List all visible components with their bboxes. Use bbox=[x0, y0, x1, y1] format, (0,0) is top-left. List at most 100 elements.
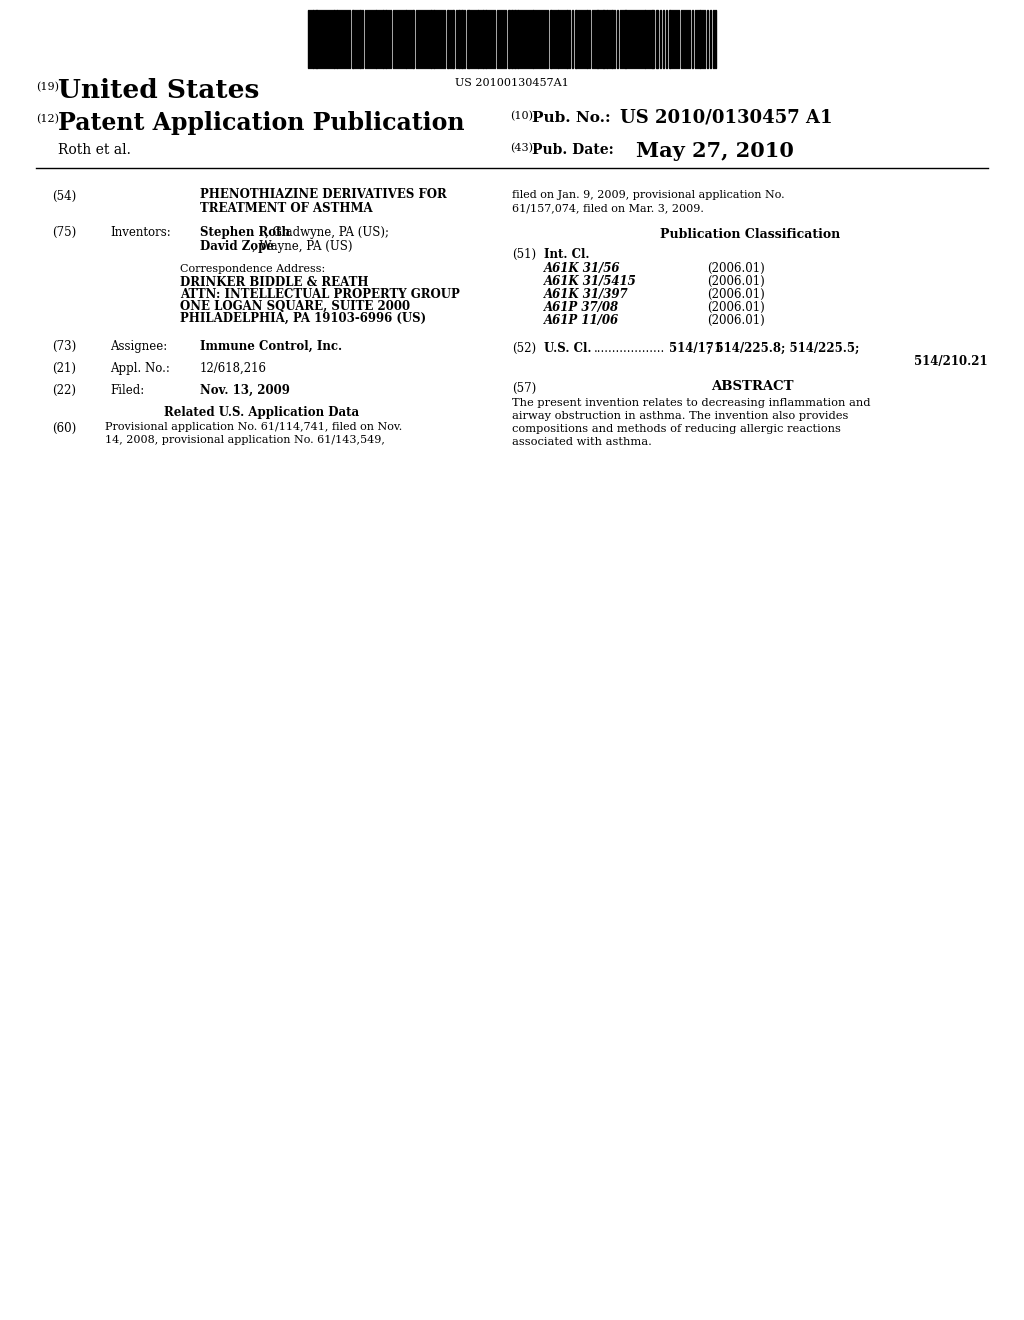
Text: 14, 2008, provisional application No. 61/143,549,: 14, 2008, provisional application No. 61… bbox=[105, 436, 385, 445]
Bar bbox=[566, 11, 568, 69]
Text: 514/210.21: 514/210.21 bbox=[914, 355, 988, 368]
Bar bbox=[482, 11, 484, 69]
Text: Pub. Date:: Pub. Date: bbox=[532, 143, 613, 157]
Text: TREATMENT OF ASTHMA: TREATMENT OF ASTHMA bbox=[200, 202, 373, 215]
Text: Immune Control, Inc.: Immune Control, Inc. bbox=[200, 341, 342, 352]
Bar bbox=[699, 11, 701, 69]
Bar bbox=[352, 11, 354, 69]
Text: ONE LOGAN SQUARE, SUITE 2000: ONE LOGAN SQUARE, SUITE 2000 bbox=[180, 300, 411, 313]
Text: (10): (10) bbox=[510, 111, 534, 121]
Text: Filed:: Filed: bbox=[110, 384, 144, 397]
Text: airway obstruction in asthma. The invention also provides: airway obstruction in asthma. The invent… bbox=[512, 411, 848, 421]
Bar bbox=[508, 11, 510, 69]
Bar bbox=[575, 11, 577, 69]
Bar bbox=[606, 11, 608, 69]
Bar bbox=[644, 11, 646, 69]
Text: PHENOTHIAZINE DERIVATIVES FOR: PHENOTHIAZINE DERIVATIVES FOR bbox=[200, 187, 446, 201]
Text: A61K 31/5415: A61K 31/5415 bbox=[544, 275, 637, 288]
Text: ; 514/225.8; 514/225.5;: ; 514/225.8; 514/225.5; bbox=[707, 342, 859, 355]
Text: (2006.01): (2006.01) bbox=[707, 288, 765, 301]
Text: (12): (12) bbox=[36, 114, 59, 124]
Bar bbox=[382, 11, 384, 69]
Text: ABSTRACT: ABSTRACT bbox=[711, 380, 794, 393]
Text: (2006.01): (2006.01) bbox=[707, 314, 765, 327]
Text: (21): (21) bbox=[52, 362, 76, 375]
Bar bbox=[669, 11, 671, 69]
Bar bbox=[375, 11, 377, 69]
Bar bbox=[447, 11, 449, 69]
Bar bbox=[315, 11, 318, 69]
Bar bbox=[458, 11, 460, 69]
Text: Pub. No.:: Pub. No.: bbox=[532, 111, 610, 125]
Text: Patent Application Publication: Patent Application Publication bbox=[58, 111, 465, 135]
Bar bbox=[511, 11, 513, 69]
Bar bbox=[312, 11, 314, 69]
Text: ATTN: INTELLECTUAL PROPERTY GROUP: ATTN: INTELLECTUAL PROPERTY GROUP bbox=[180, 288, 460, 301]
Bar bbox=[514, 11, 516, 69]
Text: (2006.01): (2006.01) bbox=[707, 261, 765, 275]
Text: 12/618,216: 12/618,216 bbox=[200, 362, 267, 375]
Bar bbox=[656, 11, 658, 69]
Text: (43): (43) bbox=[510, 143, 534, 153]
Bar bbox=[467, 11, 470, 69]
Text: (51): (51) bbox=[512, 248, 537, 261]
Bar bbox=[412, 11, 414, 69]
Text: ...................: ................... bbox=[594, 342, 666, 355]
Bar bbox=[532, 11, 534, 69]
Text: (54): (54) bbox=[52, 190, 76, 203]
Bar bbox=[430, 11, 432, 69]
Text: DRINKER BIDDLE & REATH: DRINKER BIDDLE & REATH bbox=[180, 276, 369, 289]
Text: US 2010/0130457 A1: US 2010/0130457 A1 bbox=[620, 110, 833, 127]
Text: (52): (52) bbox=[512, 342, 537, 355]
Text: (60): (60) bbox=[52, 422, 76, 436]
Text: associated with asthma.: associated with asthma. bbox=[512, 437, 652, 447]
Bar bbox=[596, 11, 599, 69]
Text: Provisional application No. 61/114,741, filed on Nov.: Provisional application No. 61/114,741, … bbox=[105, 422, 402, 432]
Text: (19): (19) bbox=[36, 82, 59, 92]
Text: PHILADELPHIA, PA 19103-6996 (US): PHILADELPHIA, PA 19103-6996 (US) bbox=[180, 312, 426, 325]
Text: (57): (57) bbox=[512, 381, 537, 395]
Text: 61/157,074, filed on Mar. 3, 2009.: 61/157,074, filed on Mar. 3, 2009. bbox=[512, 203, 703, 213]
Text: Appl. No.:: Appl. No.: bbox=[110, 362, 170, 375]
Bar bbox=[336, 11, 338, 69]
Text: United States: United States bbox=[58, 78, 259, 103]
Text: David Zope: David Zope bbox=[200, 240, 274, 253]
Bar bbox=[385, 11, 387, 69]
Text: (2006.01): (2006.01) bbox=[707, 275, 765, 288]
Text: Correspondence Address:: Correspondence Address: bbox=[180, 264, 326, 275]
Text: The present invention relates to decreasing inflammation and: The present invention relates to decreas… bbox=[512, 399, 870, 408]
Text: Roth et al.: Roth et al. bbox=[58, 143, 131, 157]
Text: filed on Jan. 9, 2009, provisional application No.: filed on Jan. 9, 2009, provisional appli… bbox=[512, 190, 784, 201]
Text: A61P 37/08: A61P 37/08 bbox=[544, 301, 620, 314]
Text: , Gladwyne, PA (US);: , Gladwyne, PA (US); bbox=[265, 226, 389, 239]
Text: Related U.S. Application Data: Related U.S. Application Data bbox=[165, 407, 359, 418]
Bar bbox=[517, 11, 519, 69]
Bar bbox=[557, 11, 559, 69]
Text: A61K 31/56: A61K 31/56 bbox=[544, 261, 621, 275]
Bar bbox=[333, 11, 335, 69]
Text: Inventors:: Inventors: bbox=[110, 226, 171, 239]
Text: (75): (75) bbox=[52, 226, 76, 239]
Text: Nov. 13, 2009: Nov. 13, 2009 bbox=[200, 384, 290, 397]
Bar bbox=[651, 11, 654, 69]
Bar bbox=[485, 11, 487, 69]
Text: , Wayne, PA (US): , Wayne, PA (US) bbox=[252, 240, 352, 253]
Text: Stephen Roth: Stephen Roth bbox=[200, 226, 290, 239]
Text: U.S. Cl.: U.S. Cl. bbox=[544, 342, 592, 355]
Text: (73): (73) bbox=[52, 341, 76, 352]
Bar bbox=[433, 11, 435, 69]
Bar bbox=[550, 11, 552, 69]
Text: US 20100130457A1: US 20100130457A1 bbox=[455, 78, 569, 88]
Text: Int. Cl.: Int. Cl. bbox=[544, 248, 590, 261]
Bar bbox=[452, 11, 454, 69]
Bar bbox=[602, 11, 605, 69]
Bar bbox=[359, 11, 361, 69]
Text: Publication Classification: Publication Classification bbox=[659, 228, 840, 242]
Text: 514/171: 514/171 bbox=[669, 342, 722, 355]
Text: (2006.01): (2006.01) bbox=[707, 301, 765, 314]
Bar bbox=[586, 11, 588, 69]
Text: May 27, 2010: May 27, 2010 bbox=[636, 141, 794, 161]
Bar bbox=[406, 11, 407, 69]
Bar bbox=[624, 11, 627, 69]
Text: A61P 11/06: A61P 11/06 bbox=[544, 314, 620, 327]
